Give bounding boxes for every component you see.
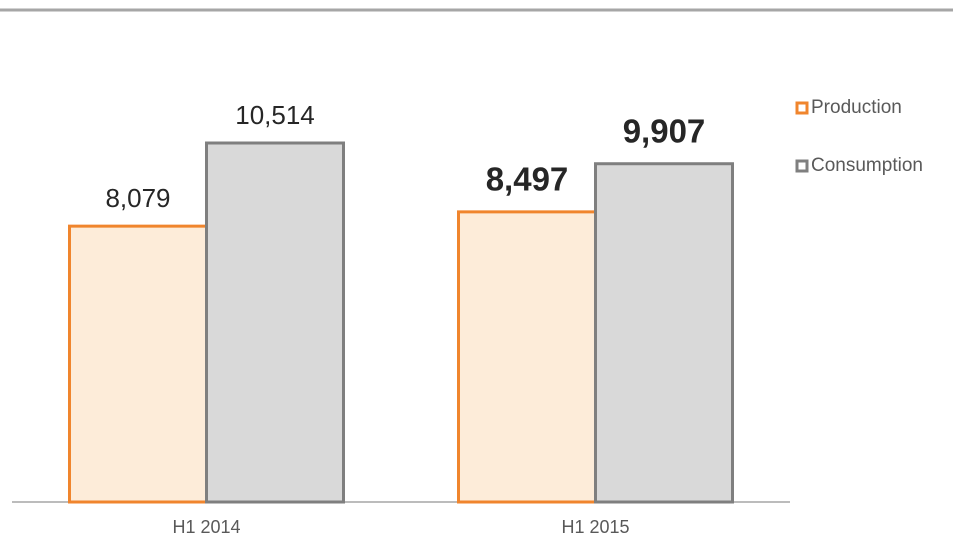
x-tick-label: H1 2014: [172, 517, 240, 537]
legend-swatch: [795, 159, 809, 173]
bar: [205, 141, 345, 504]
value-label: 8,497: [486, 161, 569, 198]
bar: [594, 162, 734, 504]
legend-label: Production: [811, 97, 902, 118]
legend-swatch: [795, 101, 809, 115]
legend-label: Consumption: [811, 155, 923, 176]
x-tick-label: H1 2015: [561, 517, 629, 537]
bar: [68, 224, 208, 504]
value-label: 10,514: [235, 100, 315, 130]
value-label: 8,079: [105, 183, 170, 213]
value-label: 9,907: [623, 112, 706, 149]
bar: [457, 210, 597, 504]
